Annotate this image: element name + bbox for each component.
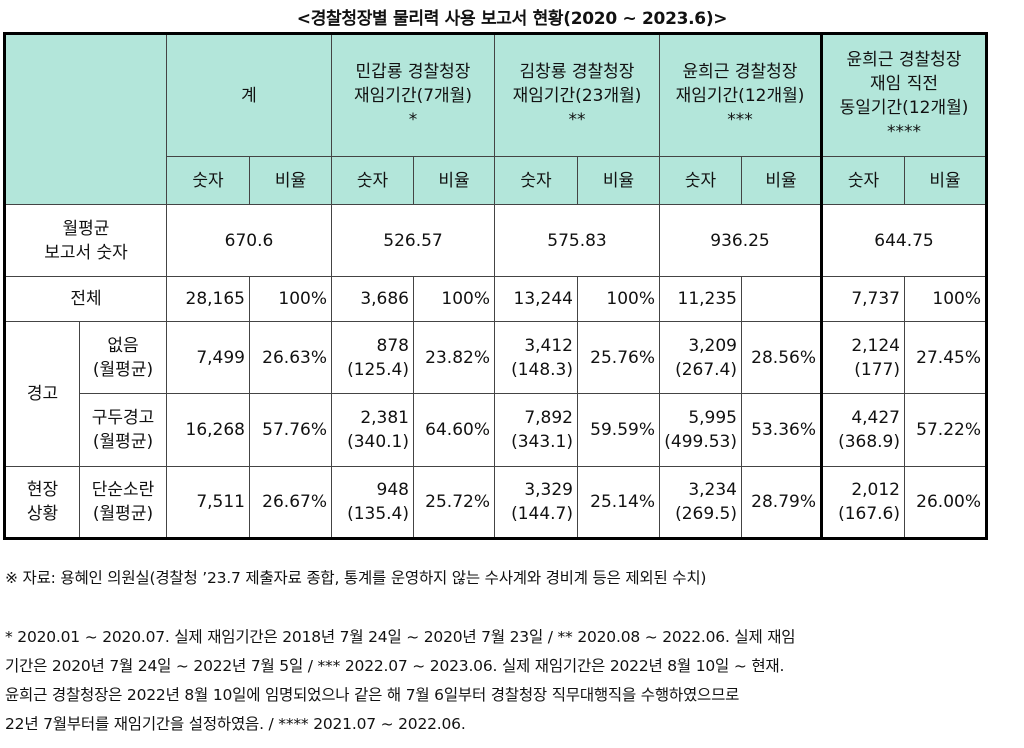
ratio-cell: 26.63% [249, 321, 332, 394]
ratio-cell: 26.67% [249, 466, 332, 539]
count-cell: 13,244 [494, 276, 578, 322]
count-cell: 4,427 (368.9) [820, 393, 905, 467]
ratio-cell: 100% [904, 276, 987, 322]
table-row-total: 전체 28,165 100% 3,686 100% 13,244 100% 11… [4, 276, 987, 322]
table-row-warning-verbal: 구두경고 (월평균) 16,268 57.76% 2,381 (340.1) 6… [5, 393, 987, 467]
ratio-cell: 100% [577, 276, 660, 322]
table-row-simple-disturbance: 현장 상황 단순소란 (월평균) 7,511 26.67% 948 (135.4… [4, 466, 987, 539]
row-label-verbal-warning: 구두경고 (월평균) [79, 393, 167, 467]
table-row-monthly-average: 월평균 보고서 숫자 670.6 526.57 575.83 936.25 64… [4, 204, 987, 277]
count-cell: 948 (135.4) [331, 466, 414, 539]
table-row-warning-none: 경고 없음 (월평균) 7,499 26.63% 878 (125.4) 23.… [4, 321, 987, 467]
count-cell: 3,329 (144.7) [494, 466, 578, 539]
row-label-none: 없음 (월평균) [79, 321, 167, 394]
count-cell: 3,234 (269.5) [659, 466, 742, 539]
ratio-cell: 25.14% [577, 466, 660, 539]
count-cell: 2,381 (340.1) [331, 393, 414, 467]
count-cell: 28,165 [166, 276, 250, 322]
ratio-cell: 57.76% [249, 393, 332, 467]
ratio-cell: 57.22% [904, 393, 987, 467]
count-cell: 2,012 (167.6) [820, 466, 905, 539]
group-header-kim-changryong: 김창룡 경찰청장 재임기간(23개월) ** [494, 33, 660, 157]
count-cell: 11,235 [659, 276, 742, 322]
group-header-yoon-prior-period: 윤희근 경찰청장 재임 직전 동일기간(12개월) **** [820, 33, 987, 157]
row-label-total: 전체 [4, 276, 167, 322]
value-cell: 670.6 [166, 204, 332, 277]
ratio-cell: 27.45% [904, 321, 987, 394]
footnote-line: * 2020.01 ~ 2020.07. 실제 재임기간은 2018년 7월 2… [5, 628, 796, 646]
count-cell: 3,209 (267.4) [659, 321, 742, 394]
row-group-label-site-situation: 현장 상황 [4, 466, 80, 539]
subheader-count: 숫자 [494, 156, 578, 205]
count-cell: 7,892 (343.1) [494, 393, 578, 467]
row-label-monthly-average: 월평균 보고서 숫자 [4, 204, 167, 277]
ratio-cell: 23.82% [413, 321, 495, 394]
ratio-cell: 100% [249, 276, 332, 322]
count-cell: 5,995 (499.53) [659, 393, 742, 467]
value-cell: 526.57 [331, 204, 495, 277]
ratio-cell: 64.60% [413, 393, 495, 467]
count-cell: 3,412 (148.3) [494, 321, 578, 394]
ratio-cell: 25.72% [413, 466, 495, 539]
ratio-cell [741, 276, 822, 322]
corner-header-cell [4, 33, 167, 205]
ratio-cell: 53.36% [741, 393, 822, 467]
count-cell: 7,737 [820, 276, 905, 322]
row-label-simple-disturbance: 단순소란 (월평균) [79, 466, 167, 539]
footnote-line: 22년 7월부터를 재임기간을 설정하였음. / **** 2021.07 ~ … [5, 715, 466, 733]
ratio-cell: 25.76% [577, 321, 660, 394]
row-group-label-warning: 경고 [4, 321, 80, 467]
subheader-ratio: 비율 [413, 156, 495, 205]
count-cell: 7,499 [166, 321, 250, 394]
source-note: ※ 자료: 용혜인 의원실(경찰청 ’23.7 제출자료 종합, 통계를 운영하… [5, 569, 707, 587]
subheader-ratio: 비율 [741, 156, 822, 205]
subheader-ratio: 비율 [577, 156, 660, 205]
ratio-cell: 59.59% [577, 393, 660, 467]
count-cell: 2,124 (177) [820, 321, 905, 394]
subheader-count: 숫자 [166, 156, 250, 205]
table-title: <경찰청장별 물리력 사용 보고서 현황(2020 ~ 2023.6)> [296, 9, 728, 29]
subheader-ratio: 비율 [249, 156, 332, 205]
group-header-total: 계 [166, 33, 332, 157]
footnote-line: 기간은 2020년 7월 24일 ~ 2022년 7월 5일 / *** 202… [5, 657, 785, 675]
ratio-cell: 28.56% [741, 321, 822, 394]
subheader-count: 숫자 [331, 156, 414, 205]
subheader-ratio: 비율 [904, 156, 987, 205]
subheader-count: 숫자 [820, 156, 905, 205]
ratio-cell: 26.00% [904, 466, 987, 539]
footnote-line: 윤희근 경찰청장은 2022년 8월 10일에 임명되었으나 같은 해 7월 6… [5, 686, 740, 704]
report-table: 계 민갑룡 경찰청장 재임기간(7개월) * 김창룡 경찰청장 재임기간(23개… [3, 32, 988, 540]
ratio-cell: 28.79% [741, 466, 822, 539]
count-cell: 16,268 [166, 393, 250, 467]
group-header-min-gapryong: 민갑룡 경찰청장 재임기간(7개월) * [331, 33, 495, 157]
value-cell: 575.83 [494, 204, 660, 277]
footnotes: * 2020.01 ~ 2020.07. 실제 재임기간은 2018년 7월 2… [5, 623, 1019, 739]
value-cell: 936.25 [659, 204, 822, 277]
count-cell: 3,686 [331, 276, 414, 322]
subheader-count: 숫자 [659, 156, 742, 205]
count-cell: 7,511 [166, 466, 250, 539]
value-cell: 644.75 [820, 204, 987, 277]
count-cell: 878 (125.4) [331, 321, 414, 394]
ratio-cell: 100% [413, 276, 495, 322]
group-header-yoon-heegeun: 윤희근 경찰청장 재임기간(12개월) *** [659, 33, 822, 157]
